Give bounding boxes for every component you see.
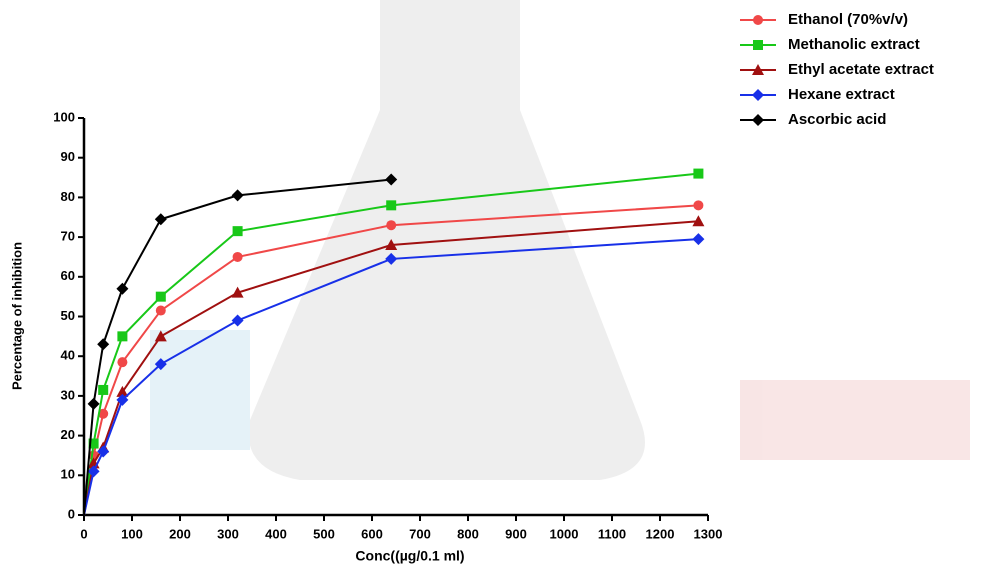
page: {"chart_data": {"type": "line", "x_label… xyxy=(0,0,1000,567)
chart: Conc((µg/0.1 ml) Percentage of inhibitio… xyxy=(0,0,1000,567)
marker xyxy=(156,292,166,302)
marker xyxy=(752,89,764,101)
x-tick-label: 700 xyxy=(409,526,431,541)
legend-label: Ethanol (70%v/v) xyxy=(788,11,908,28)
marker xyxy=(88,398,100,410)
marker xyxy=(117,331,127,341)
x-tick-label: 500 xyxy=(313,526,335,541)
y-axis-label: Percentage of inhibition xyxy=(9,242,24,390)
x-tick-label: 600 xyxy=(361,526,383,541)
x-tick-label: 1200 xyxy=(646,526,675,541)
y-tick-label: 80 xyxy=(61,189,75,204)
x-tick-label: 100 xyxy=(121,526,143,541)
legend-label: Methanolic extract xyxy=(788,36,920,53)
y-tick-label: 90 xyxy=(61,149,75,164)
x-tick-label: 800 xyxy=(457,526,479,541)
marker xyxy=(752,114,764,126)
y-tick-label: 30 xyxy=(61,387,75,402)
x-tick-label: 900 xyxy=(505,526,527,541)
y-tick-label: 10 xyxy=(61,467,75,482)
marker xyxy=(693,169,703,179)
x-tick-label: 200 xyxy=(169,526,191,541)
marker xyxy=(97,338,109,350)
x-tick-label: 1100 xyxy=(598,526,626,541)
y-tick-label: 60 xyxy=(61,268,75,283)
marker xyxy=(232,189,244,201)
y-tick-label: 50 xyxy=(61,308,75,323)
y-tick-label: 100 xyxy=(53,109,75,124)
marker xyxy=(692,233,704,245)
marker xyxy=(233,252,243,262)
x-tick-label: 1300 xyxy=(694,526,723,541)
marker xyxy=(116,283,128,295)
legend-label: Ethyl acetate extract xyxy=(788,61,934,78)
marker xyxy=(117,357,127,367)
y-tick-label: 20 xyxy=(61,427,75,442)
legend-label: Ascorbic acid xyxy=(788,111,886,128)
marker xyxy=(753,40,763,50)
marker xyxy=(232,314,244,326)
x-tick-label: 1000 xyxy=(550,526,579,541)
x-tick-label: 400 xyxy=(265,526,287,541)
marker xyxy=(386,200,396,210)
marker xyxy=(386,220,396,230)
y-tick-label: 70 xyxy=(61,229,75,244)
x-tick-label: 300 xyxy=(217,526,239,541)
marker xyxy=(753,15,763,25)
marker xyxy=(156,306,166,316)
x-tick-label: 0 xyxy=(80,526,87,541)
y-tick-label: 0 xyxy=(68,506,75,521)
marker xyxy=(693,200,703,210)
legend-label: Hexane extract xyxy=(788,86,895,103)
marker xyxy=(98,385,108,395)
y-tick-label: 40 xyxy=(61,348,75,363)
x-axis-label: Conc((µg/0.1 ml) xyxy=(355,548,464,564)
marker xyxy=(233,226,243,236)
marker xyxy=(155,213,167,225)
